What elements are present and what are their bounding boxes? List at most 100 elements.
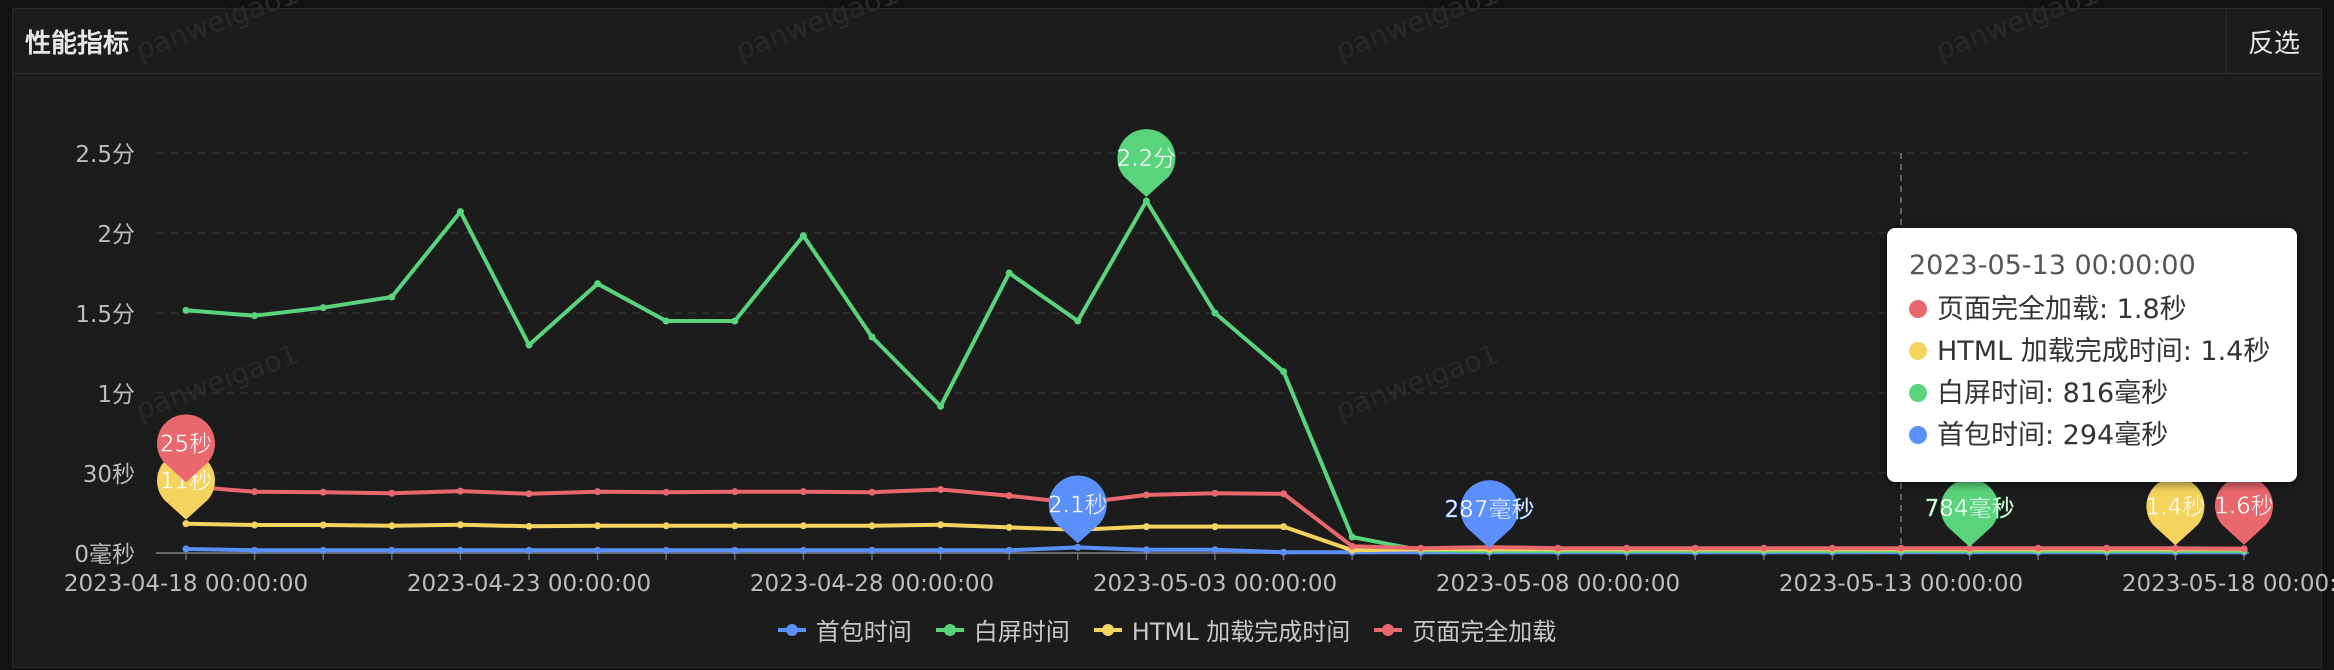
- marker-label: 1.4秒: [2146, 494, 2206, 520]
- tooltip-title: 2023-05-13 00:00:00: [1909, 250, 2196, 281]
- legend-item[interactable]: 白屏时间: [935, 612, 1070, 647]
- data-point: [388, 522, 396, 530]
- data-point: [662, 488, 670, 496]
- legend-swatch: [935, 623, 964, 636]
- y-tick-label: 30秒: [83, 462, 135, 488]
- legend-item[interactable]: 页面完全加载: [1374, 612, 1556, 647]
- chart-legend: 首包时间 白屏时间 HTML 加载完成时间 页面完全加载: [0, 612, 2334, 647]
- y-tick-label: 2分: [97, 222, 135, 248]
- data-point: [731, 546, 739, 554]
- series-color-dot: [1909, 341, 1927, 360]
- data-point: [2240, 545, 2248, 553]
- data-point: [731, 522, 739, 530]
- tooltip-row-text: 白屏时间: 816毫秒: [1937, 378, 2169, 409]
- data-point: [525, 546, 533, 554]
- data-point: [731, 317, 739, 325]
- marker-pin-shape: [2146, 477, 2205, 546]
- watermark-text: panweigao1: [1931, 0, 2102, 67]
- data-point: [251, 488, 259, 496]
- data-point: [1691, 544, 1699, 552]
- data-point: [1966, 544, 1974, 552]
- data-point: [937, 402, 945, 410]
- data-point: [594, 280, 602, 288]
- marker-pin: 1.4秒: [2145, 477, 2206, 546]
- legend-label: 白屏时间: [973, 618, 1070, 646]
- panel-header: 性能指标 反选: [13, 9, 2321, 74]
- legend-label: 页面完全加载: [1412, 618, 1557, 646]
- tooltip-row: 页面完全加载: 1.8秒: [1909, 289, 2275, 331]
- data-point: [1142, 546, 1150, 554]
- marker-pin-shape: [1048, 475, 1107, 544]
- marker-pin: 784毫秒: [1924, 479, 2015, 547]
- data-point: [1280, 523, 1288, 531]
- data-point: [1211, 489, 1219, 497]
- legend-item[interactable]: HTML 加载完成时间: [1093, 612, 1350, 647]
- tooltip-row: 首包时间: 294毫秒: [1909, 415, 2275, 457]
- x-tick-label: 2023-04-28 00:00:00: [750, 571, 994, 597]
- data-point: [1005, 546, 1013, 554]
- marker-label: 2.1秒: [1048, 492, 1108, 518]
- data-point: [1623, 544, 1631, 552]
- data-point: [456, 521, 464, 529]
- data-point: [319, 521, 327, 529]
- data-point: [731, 488, 739, 496]
- legend-swatch: [777, 623, 806, 636]
- x-tick-label: 2023-05-08 00:00:00: [1436, 571, 1680, 597]
- series-color-dot: [1909, 425, 1927, 444]
- data-point: [662, 317, 670, 325]
- data-point: [1280, 368, 1288, 376]
- data-point: [594, 546, 602, 554]
- series-color-dot: [1909, 383, 1927, 402]
- marker-label: 287毫秒: [1444, 497, 1534, 523]
- series-color-dot: [1909, 299, 1927, 318]
- marker-label: 784毫秒: [1925, 496, 2015, 522]
- data-point: [1074, 317, 1082, 325]
- data-point: [251, 521, 259, 529]
- invert-selection-button[interactable]: 反选: [2226, 9, 2321, 73]
- data-point: [662, 522, 670, 530]
- data-point: [1005, 523, 1013, 531]
- data-point: [456, 546, 464, 554]
- data-point: [1074, 543, 1082, 551]
- tooltip-row: 白屏时间: 816毫秒: [1909, 373, 2275, 415]
- data-point: [388, 546, 396, 554]
- marker-pin-shape: [157, 414, 215, 483]
- series-页面完全加载: [182, 482, 2248, 553]
- data-point: [799, 522, 807, 530]
- marker-label: 25秒: [160, 431, 212, 457]
- data-point: [182, 520, 190, 528]
- data-point: [1142, 197, 1150, 205]
- tooltip-row-text: HTML 加载完成时间: 1.4秒: [1937, 336, 2271, 367]
- marker-pin-shape: [2215, 476, 2273, 545]
- data-point: [319, 304, 327, 312]
- data-point: [937, 546, 945, 554]
- data-point: [1211, 523, 1219, 531]
- x-tick-label: 2023-04-23 00:00:00: [407, 571, 651, 597]
- data-point: [1828, 544, 1836, 552]
- data-point: [182, 545, 190, 553]
- panel-title: 性能指标: [25, 29, 130, 59]
- watermark-text: panweigao1: [131, 337, 302, 426]
- x-tick-label: 2023-05-18 00:00:00: [2122, 571, 2334, 597]
- legend-label: 首包时间: [815, 618, 912, 646]
- x-tick-label: 2023-04-18 00:00:00: [64, 571, 308, 597]
- marker-pin-shape: [1460, 480, 1519, 549]
- y-tick-label: 1.5分: [75, 302, 135, 328]
- data-point: [1005, 492, 1013, 500]
- data-point: [319, 546, 327, 554]
- data-point: [251, 312, 259, 320]
- data-point: [1280, 490, 1288, 498]
- marker-pin: 1.6秒: [2214, 476, 2274, 545]
- data-point: [868, 546, 876, 554]
- legend-item[interactable]: 首包时间: [777, 612, 912, 647]
- marker-label: 2.2分: [1117, 146, 1177, 172]
- marker-pin: 25秒: [157, 414, 215, 483]
- watermark-text: panweigao1: [1331, 337, 1502, 426]
- data-point: [799, 232, 807, 240]
- data-point: [388, 293, 396, 301]
- legend-swatch: [1093, 623, 1122, 636]
- data-point: [1211, 309, 1219, 317]
- watermark-text: panweigao1: [731, 0, 902, 67]
- data-point: [1280, 548, 1288, 556]
